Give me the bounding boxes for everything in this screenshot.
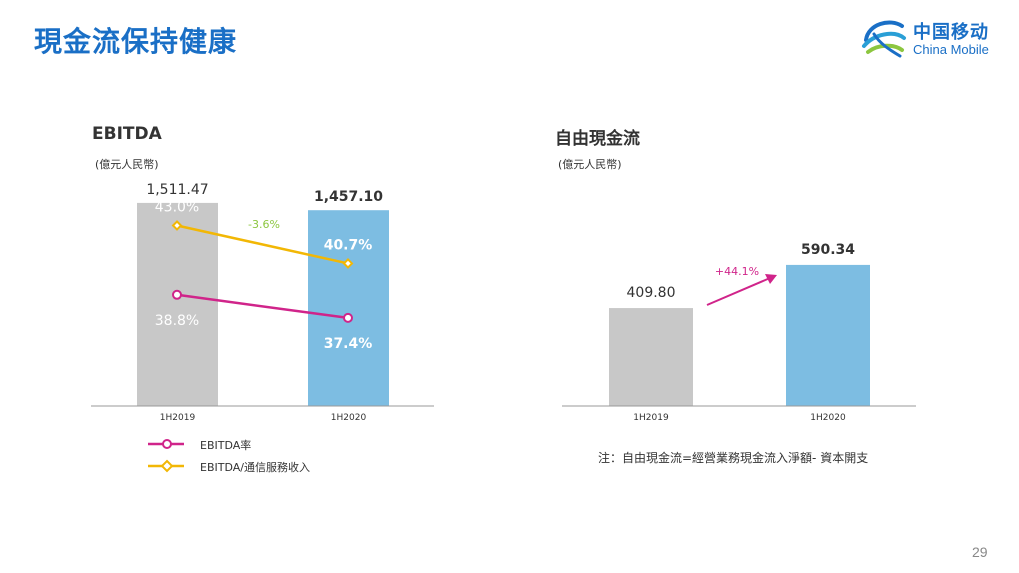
- ebitda-margin-point: [343, 312, 353, 323]
- fcf-footnote: 注：自由現金流=經營業務現金流入淨額- 資本開支: [598, 451, 869, 465]
- fcf-bar-1H2020: [786, 264, 870, 406]
- ebitda-margin-value-label: 38.8%: [155, 313, 199, 329]
- ebitda-bar-value-label: 1,457.10: [314, 189, 383, 205]
- ebitda-growth-label: -3.6%: [248, 218, 280, 231]
- logo-name-cn: 中国移动: [913, 22, 989, 43]
- ebitda-service-ratio-point: [171, 220, 183, 231]
- ebitda-chart-title: EBITDA: [92, 124, 162, 144]
- ebitda-category-tick-label: 1H2019: [160, 413, 196, 423]
- ebitda-bar-value-label: 1,511.47: [146, 182, 208, 198]
- legend-label: EBITDA率: [200, 439, 252, 452]
- ebitda-service-ratio-value-label: 40.7%: [324, 237, 373, 253]
- fcf-category-tick-label: 1H2020: [810, 413, 846, 423]
- fcf-growth-arrow: [706, 277, 771, 306]
- fcf-growth-arrowhead-icon: [765, 274, 777, 284]
- fcf-bar-value-label: 590.34: [801, 242, 855, 258]
- china-mobile-logo-icon: [862, 20, 906, 58]
- fcf-growth-label: +44.1%: [715, 265, 759, 278]
- ebitda-category-tick-label: 1H2020: [331, 413, 367, 423]
- fcf-bar-1H2019: [609, 308, 693, 406]
- ebitda-margin-point: [172, 289, 182, 300]
- legend-item-ebitda-service-ratio: EBITDA/通信服務收入: [148, 458, 408, 474]
- china-mobile-logo: 中国移动 China Mobile: [860, 14, 1005, 64]
- ebitda-legend: EBITDA率 EBITDA/通信服務收入: [148, 436, 408, 476]
- legend-label: EBITDA/通信服務收入: [200, 461, 310, 474]
- ebitda-line-margin: [176, 293, 349, 320]
- fcf-category-tick-label: 1H2019: [633, 413, 669, 423]
- ebitda-line-service-ratio: [176, 224, 349, 265]
- fcf-unit-label: (億元人民幣): [558, 158, 622, 171]
- logo-name-en: China Mobile: [913, 42, 989, 57]
- legend-line-marker-diamond-icon: [148, 459, 184, 473]
- ebitda-bar-1H2020: [308, 210, 389, 406]
- page-number: 29: [972, 544, 988, 560]
- ebitda-service-ratio-point: [342, 258, 354, 269]
- ebitda-margin-value-label: 37.4%: [324, 336, 373, 352]
- ebitda-unit-label: (億元人民幣): [95, 158, 159, 171]
- fcf-bar-value-label: 409.80: [627, 285, 676, 301]
- legend-item-ebitda-margin: EBITDA率: [148, 436, 408, 452]
- fcf-chart-title: 自由現金流: [555, 129, 640, 149]
- ebitda-service-ratio-value-label: 43.0%: [155, 200, 199, 216]
- slide-title: 現金流保持健康: [34, 25, 238, 58]
- legend-line-marker-circle-icon: [148, 439, 184, 449]
- ebitda-bar-1H2019: [137, 202, 218, 406]
